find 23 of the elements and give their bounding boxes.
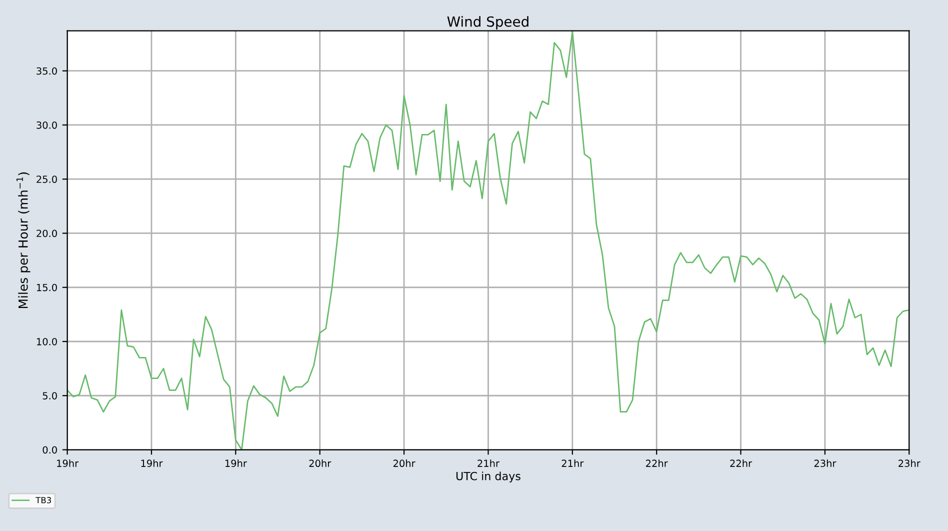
x-tick-label: 19hr — [57, 459, 79, 468]
chart-title: Wind Speed — [447, 16, 528, 30]
x-axis-title: UTC in days — [456, 472, 520, 482]
legend-label: TB3 — [36, 496, 52, 504]
y-tick-label: 30.0 — [36, 121, 57, 129]
y-axis-title: Miles per Hour (mh$^{−1}$) — [16, 172, 30, 308]
y-tick-label: 15.0 — [37, 284, 57, 292]
x-tick-label: 20hr — [309, 459, 332, 468]
x-tick-label: 21hr — [562, 459, 584, 467]
y-tick-label: 25.0 — [36, 176, 57, 183]
y-tick-label: 0.0 — [42, 446, 57, 454]
x-tick-label: 22hr — [646, 459, 668, 467]
x-tick-label: 19hr — [225, 459, 247, 468]
y-tick-label: 20.0 — [36, 230, 57, 238]
y-tick-label: 35.0 — [36, 67, 57, 75]
x-tick-label: 22hr — [730, 459, 752, 467]
x-tick-label: 19hr — [141, 459, 163, 468]
y-tick-label: 10.0 — [37, 338, 57, 346]
x-tick-label: 23hr — [814, 459, 836, 468]
x-tick-label: 23hr — [898, 459, 920, 468]
y-tick-label: 5.0 — [42, 392, 57, 400]
x-tick-label: 21hr — [478, 459, 500, 467]
x-tick-label: 20hr — [393, 459, 416, 468]
